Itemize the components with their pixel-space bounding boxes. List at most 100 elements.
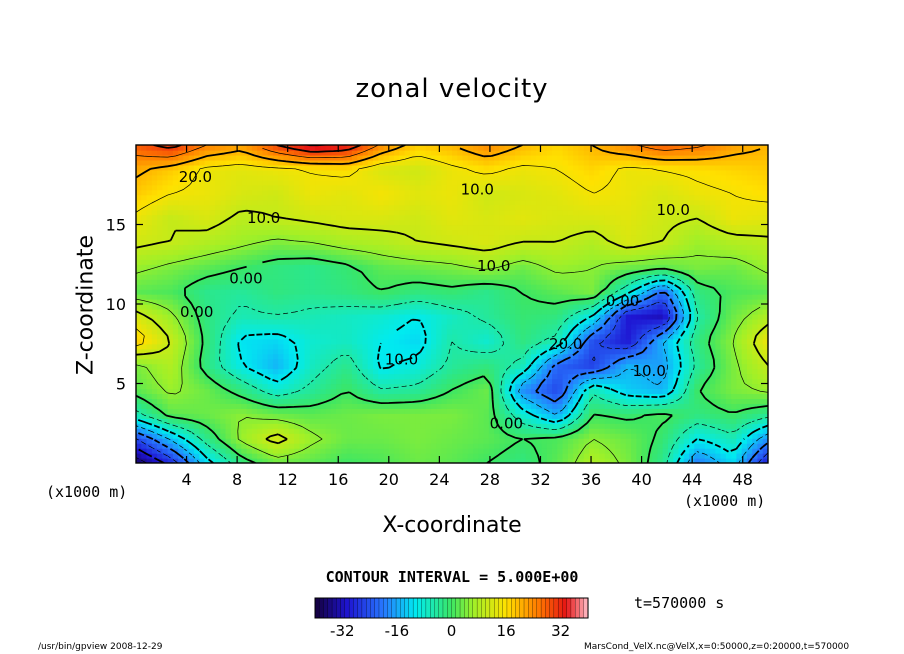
- heat-cell: [625, 294, 632, 300]
- heat-cell: [578, 423, 585, 429]
- heat-cell: [731, 458, 737, 463]
- heat-cell: [178, 274, 184, 280]
- heat-cell: [230, 318, 237, 325]
- heat-cell: [415, 358, 421, 365]
- heat-cell: [494, 254, 500, 260]
- heat-cell: [136, 294, 142, 300]
- heat-cell: [678, 323, 685, 330]
- heat-cell: [178, 259, 184, 265]
- heat-cell: [694, 313, 701, 320]
- heat-cell: [304, 453, 311, 459]
- heat-cell: [446, 264, 453, 270]
- heat-cell: [662, 304, 669, 310]
- heat-cell: [488, 418, 495, 424]
- heat-cell: [309, 299, 316, 305]
- heat-cell: [346, 408, 353, 414]
- heat-cell: [736, 338, 743, 345]
- heat-cell: [499, 413, 506, 419]
- heat-cell: [631, 368, 637, 375]
- heat-cell: [478, 269, 485, 275]
- heat-cell: [488, 308, 495, 315]
- heat-cell: [673, 289, 680, 295]
- heat-cell: [567, 259, 574, 265]
- heat-cell: [436, 304, 443, 310]
- heat-cell: [467, 284, 474, 290]
- heat-cell: [657, 308, 664, 315]
- heat-cell: [567, 403, 574, 409]
- heat-cell: [683, 308, 690, 315]
- heat-cell: [710, 343, 716, 350]
- heat-cell: [336, 413, 342, 419]
- heat-cell: [641, 313, 648, 320]
- heat-cell: [625, 318, 632, 325]
- heat-cell: [710, 289, 716, 295]
- heat-cell: [320, 393, 327, 400]
- heat-cell: [541, 443, 548, 449]
- heat-cell: [683, 433, 690, 439]
- heat-cell: [341, 338, 348, 345]
- heat-cell: [462, 313, 469, 320]
- heat-cell: [409, 458, 416, 463]
- heat-cell: [594, 353, 601, 360]
- heat-cell: [704, 338, 711, 345]
- heat-cell: [215, 393, 221, 400]
- heat-cell: [720, 353, 727, 360]
- heat-cell: [420, 313, 427, 320]
- heat-cell: [141, 408, 148, 414]
- heat-cell: [625, 284, 632, 290]
- heat-cell: [167, 269, 174, 275]
- heat-cell: [236, 299, 242, 305]
- heat-cell: [141, 304, 148, 310]
- heat-cell: [652, 378, 658, 385]
- heat-cell: [394, 338, 400, 345]
- heat-cell: [151, 368, 158, 375]
- heat-cell: [615, 453, 622, 459]
- heat-cell: [467, 363, 474, 370]
- heat-cell: [657, 348, 664, 355]
- heat-cell: [667, 338, 674, 345]
- heat-cell: [652, 264, 658, 270]
- heat-cell: [246, 353, 253, 360]
- heat-cell: [178, 458, 184, 463]
- heat-cell: [420, 408, 427, 414]
- heat-cell: [741, 413, 748, 419]
- heat-cell: [588, 398, 595, 404]
- heat-cell: [667, 438, 674, 444]
- heat-cell: [183, 259, 190, 265]
- heat-cell: [520, 304, 527, 310]
- heat-cell: [678, 398, 685, 404]
- heat-cell: [715, 269, 722, 275]
- heat-cell: [457, 343, 464, 350]
- heat-cell: [357, 264, 364, 270]
- heat-cell: [172, 338, 179, 345]
- heat-cell: [246, 403, 253, 409]
- heat-cell: [462, 378, 469, 385]
- heat-cell: [457, 458, 464, 463]
- heat-cell: [157, 338, 163, 345]
- heat-cell: [378, 333, 385, 340]
- heat-cell: [746, 333, 753, 340]
- heat-cell: [567, 313, 574, 320]
- heat-cell: [699, 333, 706, 340]
- heat-cell: [488, 259, 495, 265]
- heat-cell: [610, 284, 616, 290]
- heat-cell: [678, 328, 685, 335]
- heat-cell: [731, 269, 737, 275]
- heat-cell: [241, 413, 248, 419]
- heat-cell: [567, 318, 574, 325]
- heat-cell: [520, 308, 527, 315]
- heat-cell: [720, 259, 727, 265]
- heat-cell: [710, 443, 716, 449]
- heat-cell: [346, 418, 353, 424]
- heat-cell: [346, 274, 353, 280]
- heat-cell: [725, 368, 732, 375]
- heat-cell: [341, 254, 348, 260]
- heat-cell: [741, 358, 748, 365]
- heat-cell: [683, 289, 690, 295]
- heat-cell: [199, 393, 206, 400]
- heat-cell: [315, 423, 321, 429]
- heat-cell: [494, 289, 500, 295]
- heat-cell: [336, 274, 342, 280]
- heat-cell: [678, 338, 685, 345]
- heat-cell: [599, 418, 606, 424]
